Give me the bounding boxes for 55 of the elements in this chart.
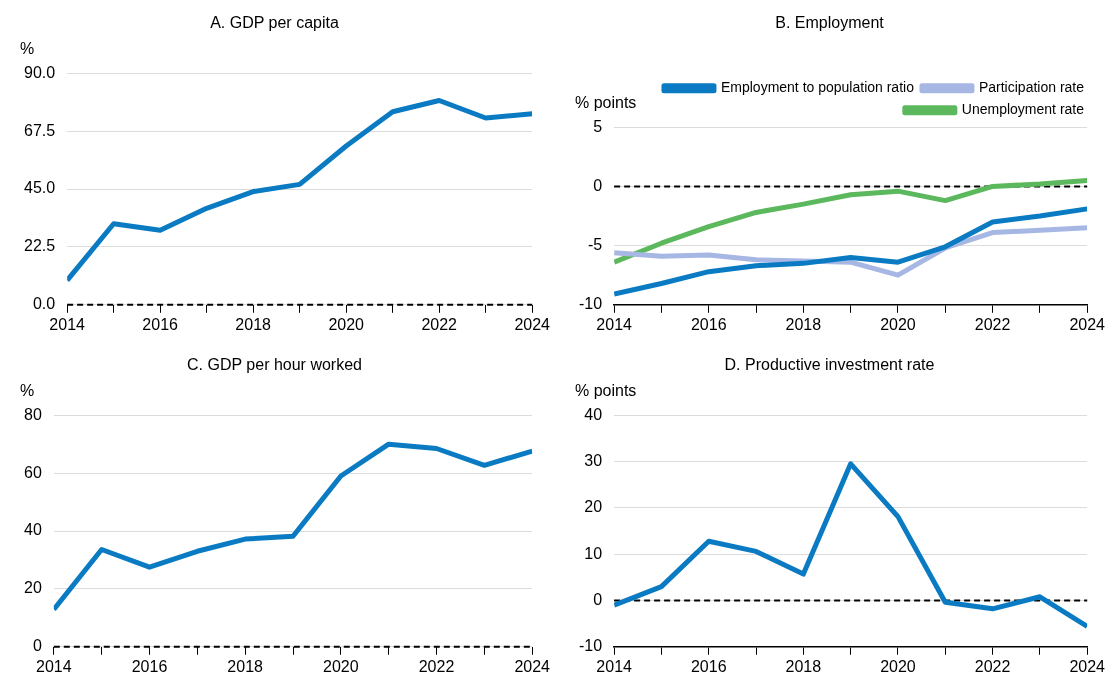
x-tick-label: 2022 <box>421 315 458 333</box>
y-axis-title: % <box>20 39 35 57</box>
x-tick-label: 2014 <box>596 657 633 675</box>
y-tick-label: 10 <box>584 544 603 562</box>
y-tick-label: -10 <box>579 637 603 655</box>
y-tick-label: 0.0 <box>32 295 56 313</box>
y-tick-label: 90.0 <box>24 63 56 81</box>
x-tick-label: 2018 <box>785 315 822 333</box>
x-tick-label: 2020 <box>880 657 916 675</box>
x-tick-label: 2024 <box>514 657 551 675</box>
y-tick-label: -5 <box>587 236 603 254</box>
chart-title: A. GDP per capita <box>210 14 339 32</box>
y-tick-label: 80 <box>24 405 42 423</box>
x-tick-label: 2020 <box>328 315 365 333</box>
y-tick-label: 22.5 <box>24 237 56 255</box>
legend-label: Unemployment rate <box>961 101 1085 118</box>
y-axis-title: % <box>20 381 35 399</box>
y-tick-label: 0 <box>593 176 603 194</box>
y-axis-title: % points <box>575 381 637 399</box>
y-tick-label: 40 <box>584 405 603 423</box>
chart-title: D. Productive investment rate <box>724 356 935 374</box>
y-axis-title: % points <box>575 93 637 111</box>
y-tick-label: 60 <box>24 463 42 481</box>
x-tick-label: 2018 <box>785 657 822 675</box>
x-tick-label: 2016 <box>690 315 727 333</box>
legend-label: Participation rate <box>978 79 1085 96</box>
x-tick-label: 2016 <box>131 657 168 675</box>
chart-title: C. GDP per hour worked <box>187 356 362 374</box>
y-tick-label: 40 <box>24 521 42 539</box>
y-tick-label: 30 <box>584 451 603 469</box>
y-tick-label: 5 <box>593 117 603 135</box>
y-tick-label: 20 <box>24 579 42 597</box>
y-tick-label: 0 <box>32 637 42 655</box>
x-tick-label: 2016 <box>690 657 727 675</box>
x-tick-label: 2020 <box>880 315 916 333</box>
y-tick-label: 67.5 <box>24 121 56 139</box>
chart-title: B. Employment <box>775 14 885 32</box>
y-tick-label: -10 <box>579 295 603 313</box>
y-tick-label: 0 <box>593 590 603 608</box>
x-tick-label: 2016 <box>142 315 179 333</box>
x-tick-label: 2014 <box>49 315 86 333</box>
legend-label: Employment to population ratio <box>720 79 915 96</box>
x-tick-label: 2022 <box>974 657 1011 675</box>
x-tick-label: 2024 <box>514 315 551 333</box>
x-tick-label: 2024 <box>1069 315 1106 333</box>
x-tick-label: 2014 <box>36 657 72 675</box>
x-tick-label: 2020 <box>323 657 359 675</box>
x-tick-label: 2022 <box>418 657 455 675</box>
x-tick-label: 2018 <box>235 315 272 333</box>
y-tick-label: 45.0 <box>24 179 56 197</box>
x-tick-label: 2018 <box>227 657 264 675</box>
y-tick-label: 20 <box>584 498 603 516</box>
x-tick-label: 2024 <box>1069 657 1106 675</box>
x-tick-label: 2022 <box>974 315 1011 333</box>
x-tick-label: 2014 <box>596 315 633 333</box>
